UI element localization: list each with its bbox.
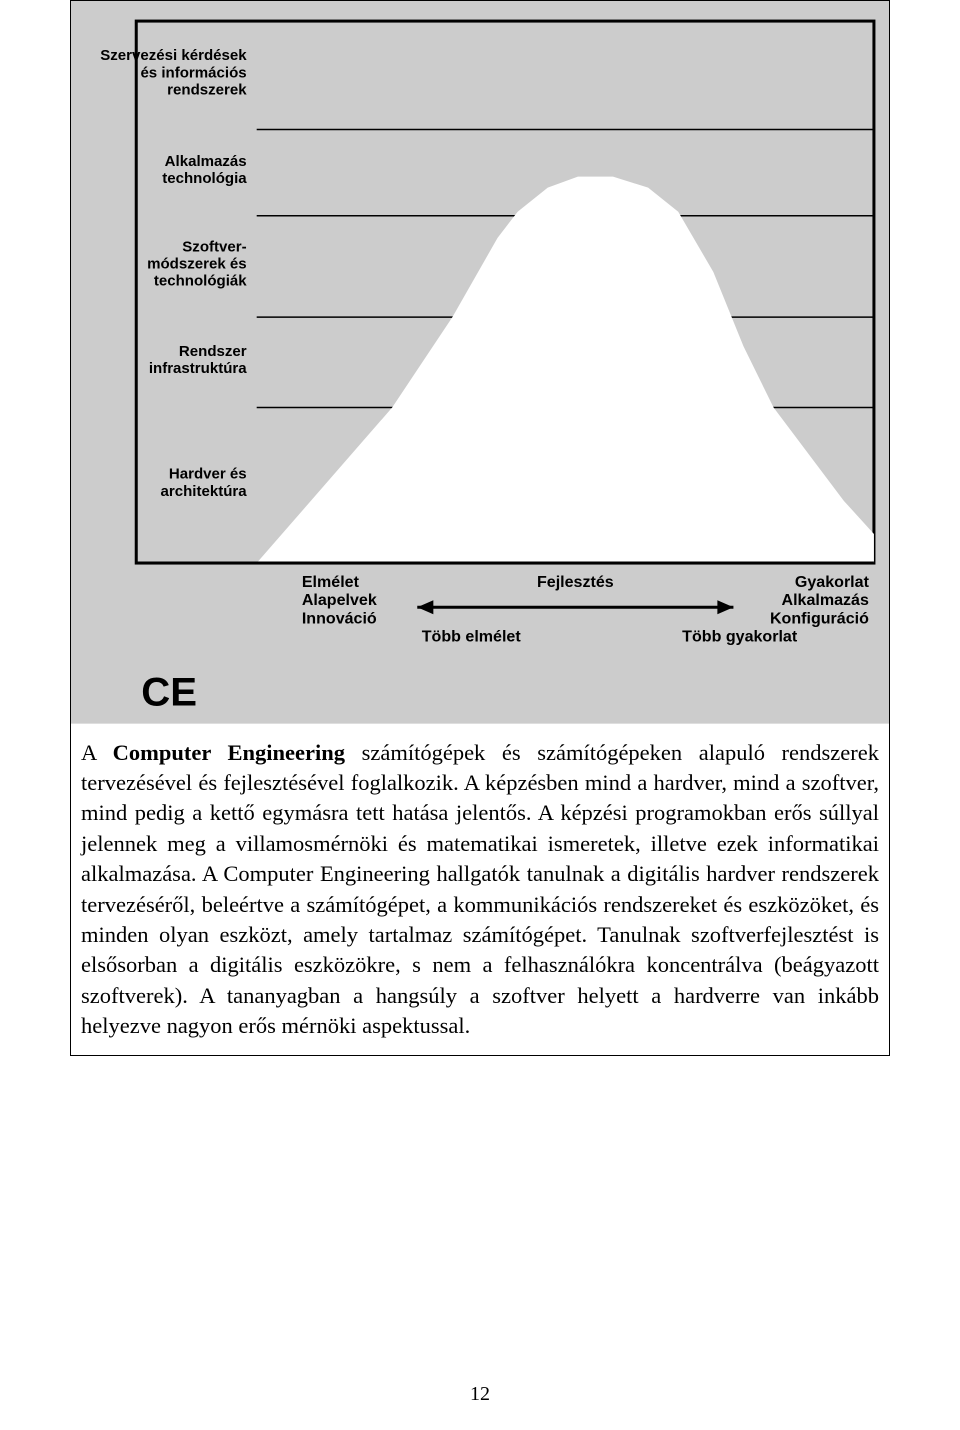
svg-text:CE: CE (141, 670, 197, 715)
svg-text:technológiák: technológiák (154, 273, 247, 290)
paragraph-text: A Computer Engineering számítógépek és s… (81, 738, 879, 1042)
svg-text:Alkalmazás: Alkalmazás (165, 153, 247, 170)
page-number: 12 (0, 1383, 960, 1406)
svg-text:Konfiguráció: Konfiguráció (770, 609, 869, 627)
svg-text:módszerek és: módszerek és (147, 255, 247, 272)
svg-text:Több elmélet: Több elmélet (422, 627, 522, 645)
document-cell-frame: Szervezési kérdésekés információsrendsze… (70, 0, 890, 1056)
ce-figure-container: Szervezési kérdésekés információsrendsze… (71, 1, 889, 724)
svg-text:Fejlesztés: Fejlesztés (537, 573, 614, 591)
svg-text:Több gyakorlat: Több gyakorlat (682, 627, 798, 645)
svg-text:Rendszer: Rendszer (179, 343, 247, 360)
svg-text:Gyakorlat: Gyakorlat (795, 573, 870, 591)
ce-diagram: Szervezési kérdésekés információsrendsze… (71, 1, 889, 724)
svg-text:és információs: és információs (140, 64, 246, 81)
svg-text:Szoftver-: Szoftver- (182, 238, 246, 255)
svg-text:Szervezési kérdések: Szervezési kérdések (100, 47, 247, 64)
svg-text:Alkalmazás: Alkalmazás (781, 591, 868, 609)
svg-text:Hardver és: Hardver és (169, 466, 247, 483)
svg-text:architektúra: architektúra (161, 483, 248, 500)
svg-text:technológia: technológia (162, 170, 247, 187)
svg-text:infrastruktúra: infrastruktúra (149, 360, 247, 377)
svg-text:rendszerek: rendszerek (167, 81, 247, 98)
svg-text:Innováció: Innováció (302, 609, 377, 627)
svg-text:Elmélet: Elmélet (302, 573, 360, 591)
body-paragraph: A Computer Engineering számítógépek és s… (71, 724, 889, 1056)
svg-text:Alapelvek: Alapelvek (302, 591, 377, 609)
